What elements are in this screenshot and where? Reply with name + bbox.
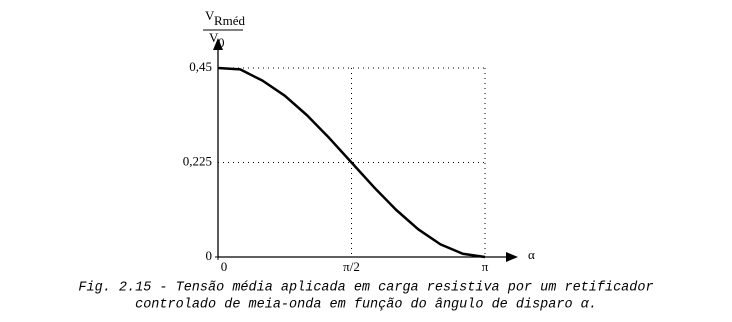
x-label: α (528, 247, 535, 262)
curve (217, 66, 486, 259)
x-arrow (506, 252, 518, 262)
y-tick-label: 0,45 (189, 59, 212, 74)
y-tick-label: 0 (206, 248, 213, 263)
y-label-num-sub: Rméd (214, 13, 246, 28)
y-arrow (213, 38, 223, 50)
y-label-den-sub: 0 (218, 35, 225, 50)
caption: Fig. 2.15 - Tensão média aplicada em car… (78, 281, 653, 296)
x-tick-label: π (482, 259, 489, 274)
x-tick-label: π/2 (343, 259, 360, 274)
y-tick-label: 0,225 (183, 153, 212, 168)
y-label-den: V (209, 30, 219, 45)
caption: controlado de meia-onda em função do âng… (135, 298, 597, 313)
y-label-num: V (205, 8, 215, 23)
x-tick-label: 0 (221, 259, 228, 274)
